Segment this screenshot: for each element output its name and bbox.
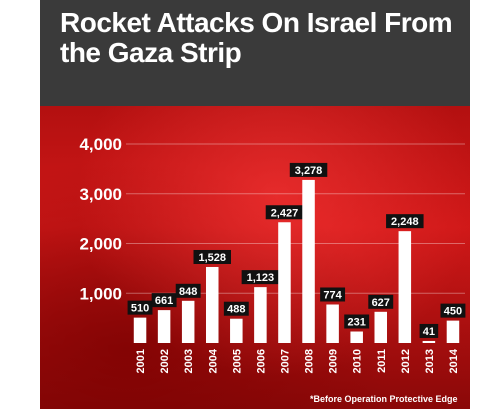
- data-label: 2,248: [391, 216, 419, 228]
- data-label-box: [241, 270, 280, 285]
- bar-chart: 1,000 2,000 3,000 4,000 510 2001 661 2002 848 200…: [79, 135, 466, 373]
- y-tick-label: 2,000: [79, 235, 122, 254]
- y-tick-label: 4,000: [79, 135, 122, 154]
- data-label: 848: [179, 286, 197, 298]
- bar: [230, 318, 243, 343]
- data-label: 510: [131, 303, 149, 315]
- x-tick-label: 2005: [231, 349, 243, 373]
- bar: [398, 231, 412, 343]
- bar: [278, 222, 291, 343]
- data-label-box: [368, 294, 394, 309]
- data-label-box: [440, 303, 466, 318]
- bar: [422, 340, 436, 343]
- data-label: 231: [347, 317, 365, 329]
- x-tick-label: 2006: [255, 349, 267, 373]
- bar: [205, 266, 219, 343]
- data-label: 627: [372, 297, 390, 309]
- bar: [374, 311, 388, 343]
- data-label-box: [223, 301, 249, 316]
- bar: [157, 310, 171, 343]
- y-tick-label: 1,000: [79, 284, 122, 303]
- data-label: 661: [155, 295, 173, 307]
- data-label-box: [265, 205, 304, 220]
- chart-area: 1,000 2,000 3,000 4,000 510 2001 661 2002 848 200…: [40, 106, 470, 409]
- data-label-box: [193, 249, 231, 264]
- bar: [326, 304, 339, 343]
- data-label: 774: [323, 289, 342, 301]
- x-tick-label: 2010: [352, 349, 364, 373]
- bar: [302, 179, 315, 343]
- x-tick-label: 2012: [400, 349, 412, 373]
- bar: [254, 287, 267, 343]
- x-tick-label: 2001: [135, 349, 147, 373]
- data-label: 1,528: [198, 252, 226, 264]
- x-tick-label: 2004: [207, 348, 219, 373]
- data-label: 41: [423, 326, 435, 338]
- bar: [446, 320, 460, 343]
- data-label-box: [320, 287, 346, 302]
- infographic-card: Rocket Attacks On Israel From the Gaza S…: [40, 0, 470, 409]
- x-tick-label: 2008: [304, 349, 316, 373]
- data-label-box: [344, 314, 370, 329]
- x-tick-label: 2011: [376, 349, 388, 373]
- data-label: 488: [227, 304, 245, 316]
- x-tick-label: 2002: [159, 349, 171, 373]
- x-tick-label: 2007: [279, 349, 291, 373]
- bar: [350, 331, 363, 343]
- x-tick-label: 2009: [328, 349, 340, 373]
- bar: [181, 300, 195, 343]
- data-label-box: [289, 162, 328, 177]
- x-tick-label: 2014: [448, 348, 460, 373]
- data-label-box: [127, 300, 153, 315]
- y-tick-label: 3,000: [79, 185, 122, 204]
- x-tick-label: 2003: [183, 349, 195, 373]
- title-banner: Rocket Attacks On Israel From the Gaza S…: [40, 0, 470, 106]
- data-label: 2,427: [271, 207, 299, 219]
- data-label: 450: [444, 306, 462, 318]
- data-label-box: [386, 214, 424, 229]
- chart-title: Rocket Attacks On Israel From the Gaza S…: [60, 7, 453, 68]
- bar: [133, 317, 147, 343]
- x-tick-label: 2013: [424, 349, 436, 373]
- data-label-box: [419, 323, 439, 338]
- data-label-box: [151, 293, 177, 308]
- data-label-box: [175, 283, 201, 298]
- data-label: 3,278: [295, 165, 323, 177]
- data-label: 1,123: [247, 272, 275, 284]
- footnote: *Before Operation Protective Edge: [310, 394, 458, 404]
